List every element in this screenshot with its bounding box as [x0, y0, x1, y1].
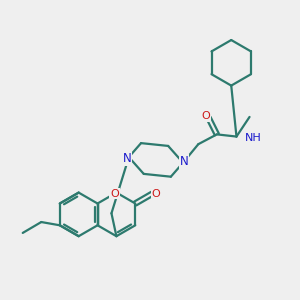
Text: N: N	[180, 155, 188, 168]
Text: O: O	[110, 189, 119, 199]
Text: N: N	[122, 152, 131, 165]
Text: O: O	[152, 189, 161, 199]
Text: O: O	[201, 111, 210, 121]
Text: NH: NH	[244, 133, 261, 142]
